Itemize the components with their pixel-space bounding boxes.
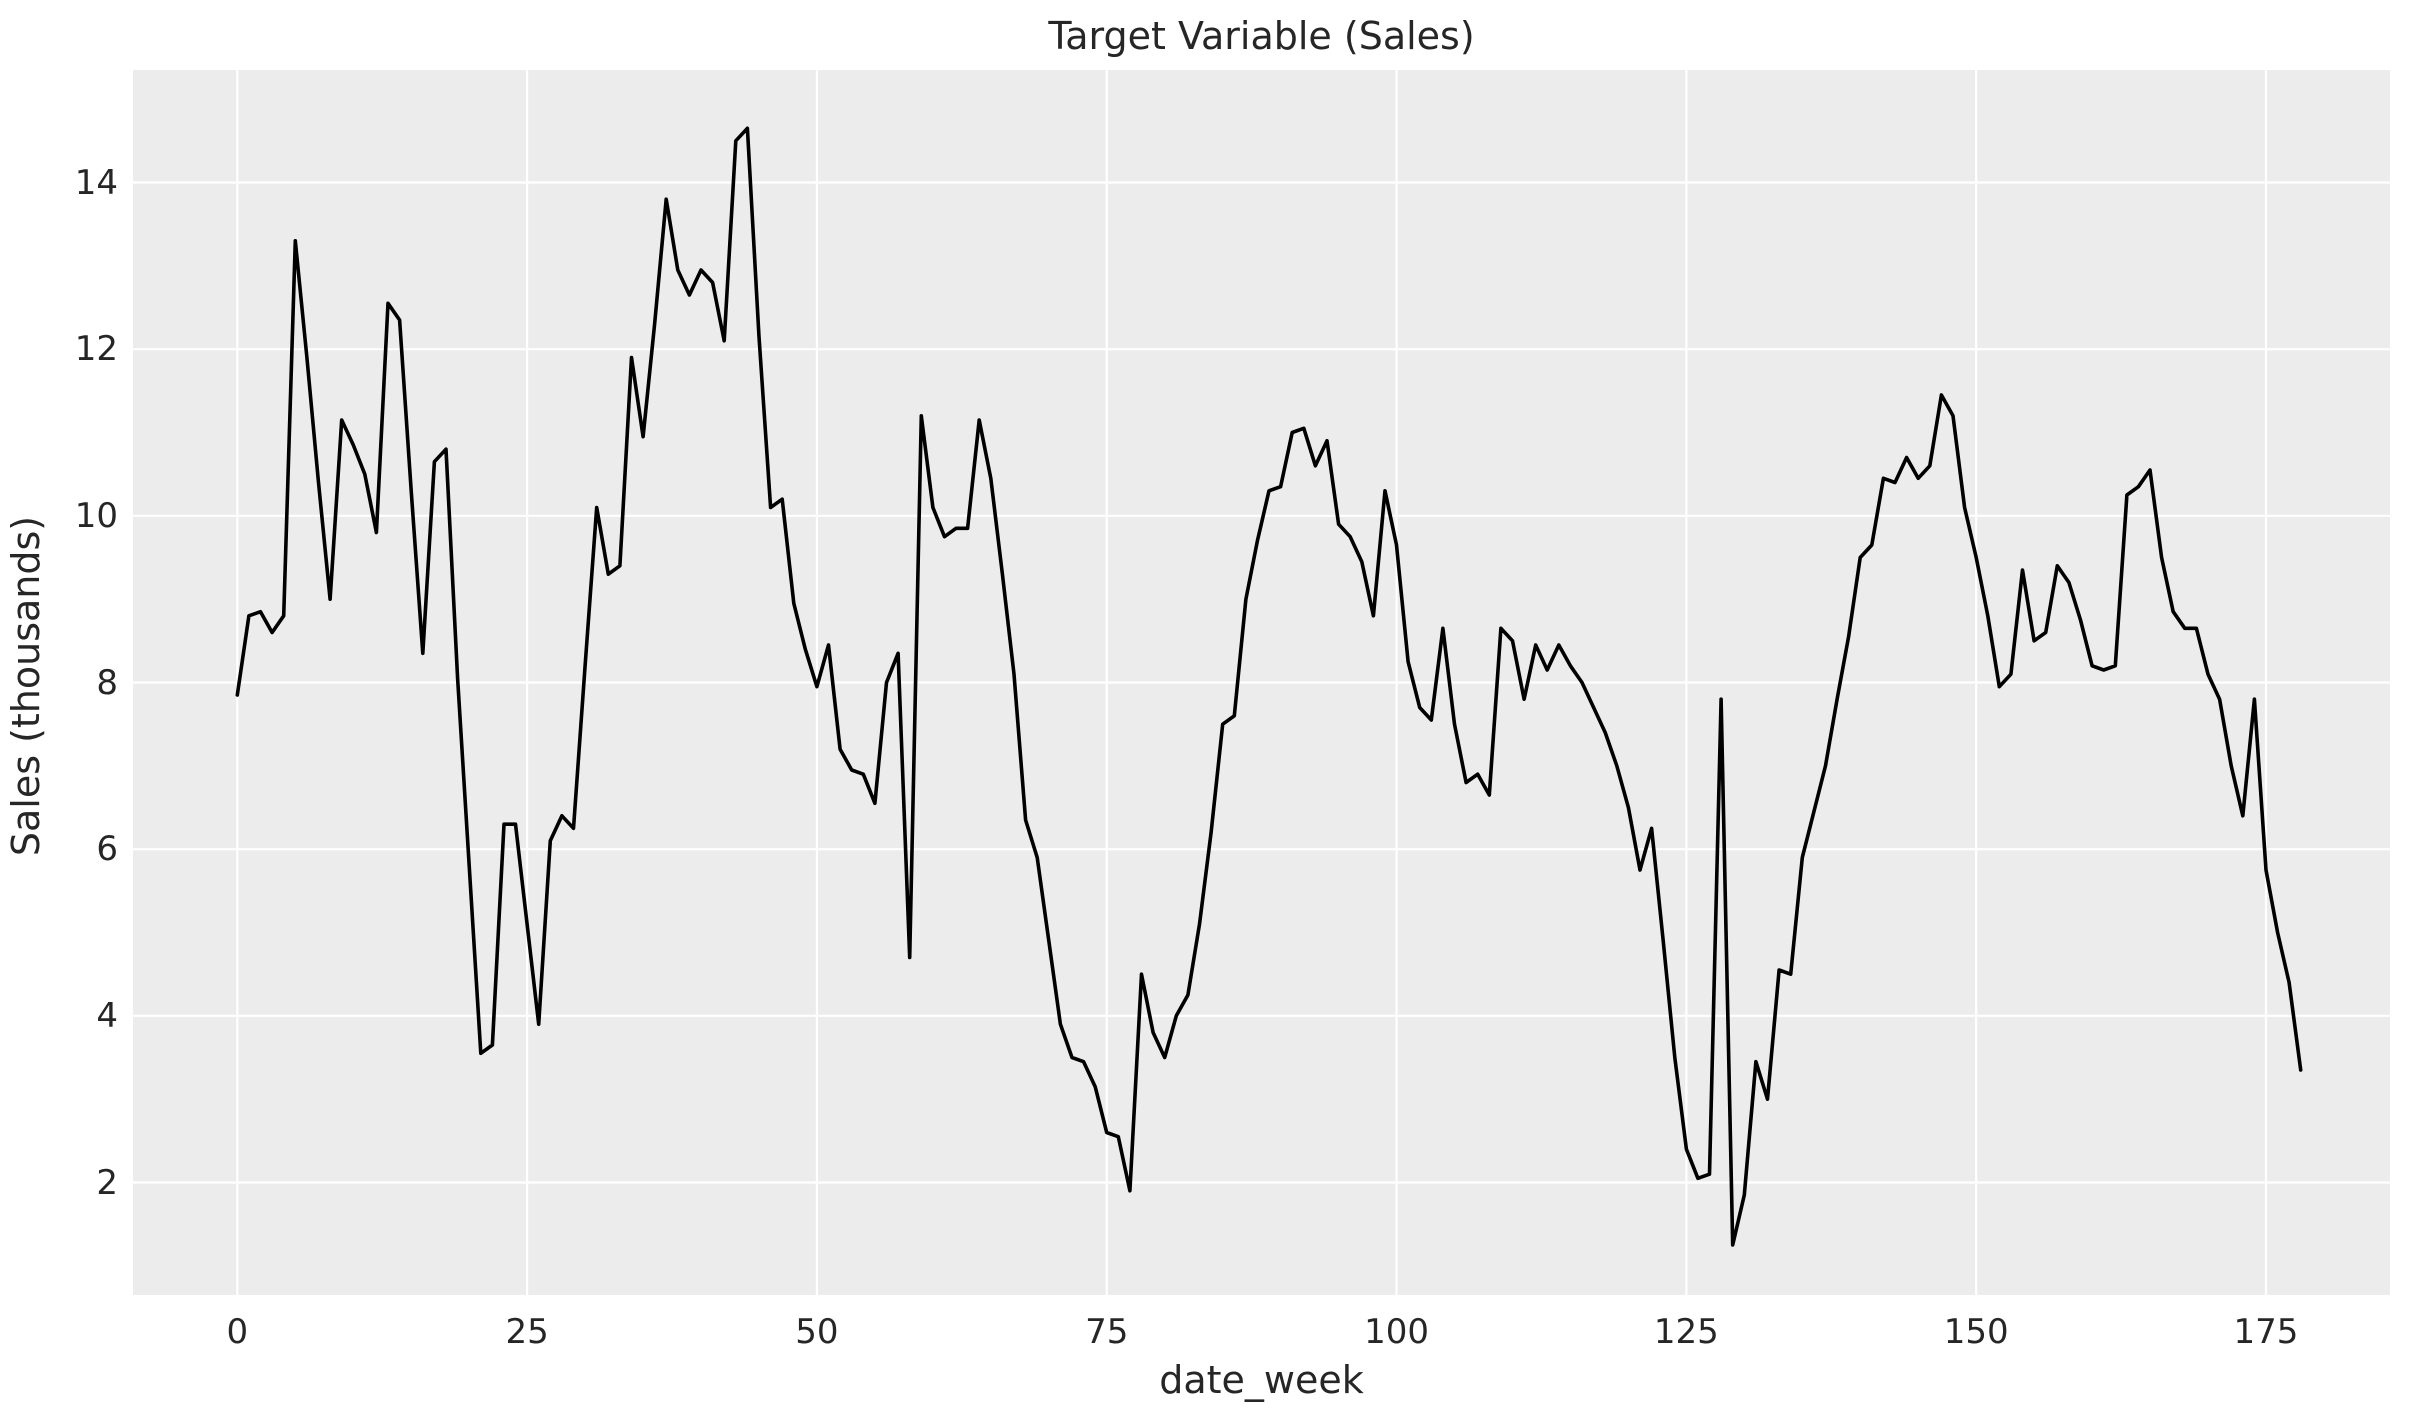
y-tick-label: 14 <box>74 162 118 203</box>
y-tick-label: 8 <box>96 662 118 703</box>
x-tick-label: 0 <box>226 1312 249 1352</box>
y-tick-label: 4 <box>96 995 118 1036</box>
y-tick-label: 12 <box>74 329 118 370</box>
y-tick-label: 10 <box>74 495 118 536</box>
x-tick-label: 25 <box>505 1312 549 1352</box>
x-tick-label: 175 <box>2233 1312 2299 1352</box>
y-tick-label: 2 <box>96 1162 118 1203</box>
x-axis-label: date_week <box>1159 1358 1364 1402</box>
gridlines <box>133 70 2390 1295</box>
x-tick-label: 50 <box>795 1312 839 1352</box>
x-tick-label: 75 <box>1085 1312 1129 1352</box>
x-tick-label: 100 <box>1364 1312 1429 1352</box>
y-tick-label: 6 <box>96 829 118 870</box>
x-tick-label: 150 <box>1943 1312 2009 1352</box>
chart-title: Target Variable (Sales) <box>1048 14 1475 58</box>
sales-line <box>235 126 2303 1247</box>
x-tick-label: 125 <box>1653 1312 1719 1352</box>
